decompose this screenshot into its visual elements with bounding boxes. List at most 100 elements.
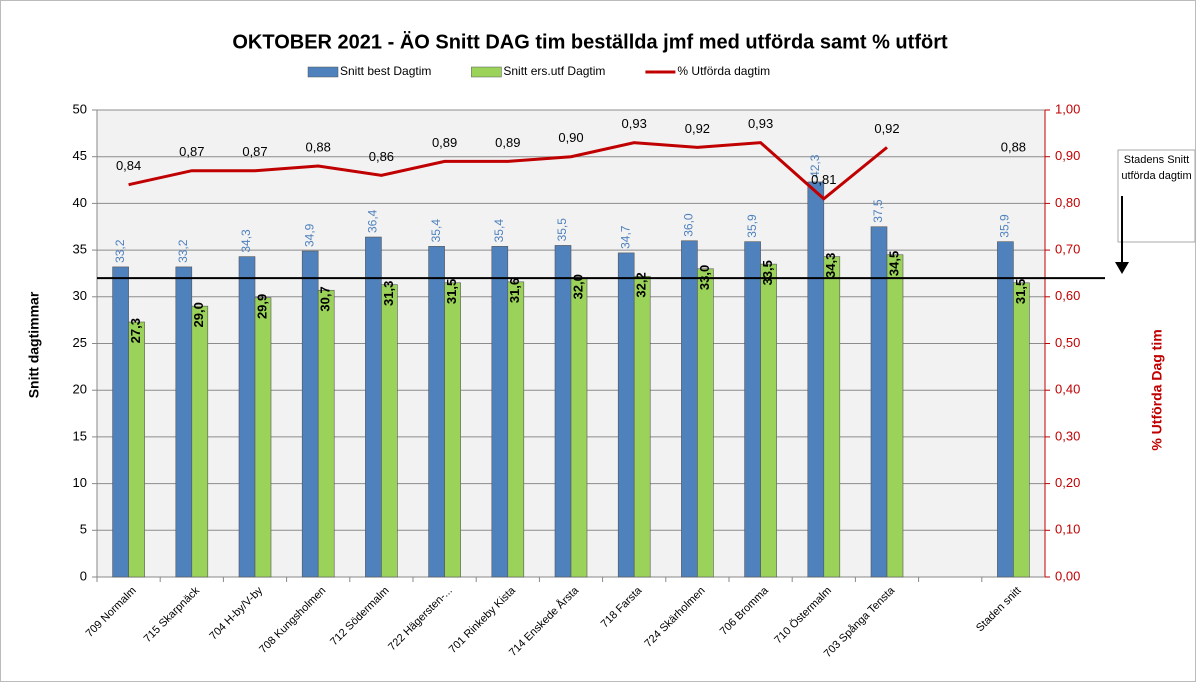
y-tick-label: 50 [73, 101, 87, 116]
bar-value-label: 35,9 [998, 214, 1012, 238]
legend-label: Snitt best Dagtim [340, 64, 431, 78]
legend-swatch [307, 66, 339, 78]
y2-tick-label: 0,30 [1055, 428, 1080, 443]
bar-value-label: 34,3 [239, 229, 253, 253]
bar [554, 245, 572, 578]
line-value-label: 0,89 [495, 135, 520, 150]
bar [870, 226, 888, 578]
bar [997, 241, 1014, 578]
bar-value-label: 33,2 [113, 239, 127, 263]
bar-value-label: 35,5 [555, 218, 569, 242]
y2-tick-label: 0,60 [1055, 288, 1080, 303]
bar [444, 282, 461, 578]
bar [697, 268, 714, 578]
line-value-label: 0,88 [1001, 139, 1026, 154]
bar [744, 241, 761, 578]
bar-value-label: 31,5 [444, 279, 459, 304]
y-tick-label: 15 [73, 428, 87, 443]
y-tick-label: 20 [73, 382, 87, 397]
bar [238, 256, 256, 578]
bar-value-label: 36,4 [366, 209, 380, 233]
y2-tick-label: 0,20 [1055, 475, 1080, 490]
bar-value-label: 34,5 [886, 251, 901, 276]
line-value-label: 0,87 [242, 144, 267, 159]
bar [823, 256, 841, 578]
y-tick-label: 30 [73, 288, 87, 303]
bar-value-label: 36,0 [682, 213, 696, 237]
bar [760, 263, 777, 578]
bar [428, 246, 445, 578]
bar [570, 277, 588, 578]
annotation-box [1117, 149, 1196, 243]
bar-value-label: 31,3 [381, 281, 396, 306]
y2-tick-label: 0,50 [1055, 335, 1080, 350]
bar-value-label: 37,5 [871, 199, 885, 223]
y-tick-label: 25 [73, 335, 87, 350]
y-tick-label: 40 [73, 195, 87, 210]
y-tick-label: 10 [73, 475, 87, 490]
bar-value-label: 42,3 [808, 154, 822, 178]
y-axis-label: Snitt dagtimmar [26, 291, 42, 398]
y2-tick-label: 0,40 [1055, 382, 1080, 397]
bar-value-label: 31,6 [507, 278, 522, 303]
bar-value-label: 29,0 [191, 302, 206, 327]
y-tick-label: 0 [80, 568, 87, 583]
annotation-holder: Stadens Snitt utförda dagtim [1121, 154, 1192, 182]
bar [617, 252, 635, 578]
y2-tick-label: 0,00 [1055, 568, 1080, 583]
bar [301, 250, 319, 578]
line-value-label: 0,92 [874, 121, 899, 136]
y2-tick-label: 0,70 [1055, 242, 1080, 257]
bar-value-label: 35,4 [492, 219, 506, 243]
bar-value-label: 32,0 [570, 274, 585, 299]
bar [365, 236, 382, 578]
line-value-label: 0,86 [369, 149, 394, 164]
bar [507, 281, 525, 578]
annotation: Stadens Snitt utförda dagtim [1121, 154, 1192, 182]
line-value-label: 0,93 [748, 116, 773, 131]
bar [317, 289, 335, 578]
bar [381, 284, 398, 578]
bar-value-label: 34,3 [823, 253, 838, 278]
bar [807, 181, 825, 578]
bar [191, 305, 209, 578]
bar-value-label: 31,5 [1013, 279, 1028, 304]
line-value-label: 0,90 [558, 130, 583, 145]
y2-tick-label: 0,10 [1055, 522, 1080, 537]
bar [175, 266, 193, 578]
line-value-label: 0,89 [432, 135, 457, 150]
bar-value-label: 34,7 [618, 225, 632, 249]
y-tick-label: 45 [73, 148, 87, 163]
chart-title: OKTOBER 2021 - ÄO Snitt DAG tim beställd… [232, 30, 948, 53]
bar-value-label: 34,9 [302, 223, 316, 247]
bar [128, 321, 145, 578]
bar-value-label: 32,2 [634, 272, 649, 297]
bar [633, 275, 651, 578]
legend-label: Snitt ers.utf Dagtim [503, 64, 605, 78]
line-value-label: 0,84 [116, 158, 141, 173]
legend-label: % Utförda dagtim [677, 64, 770, 78]
bar-value-label: 35,4 [429, 219, 443, 243]
legend-swatch [471, 66, 502, 78]
line-value-label: 0,87 [179, 144, 204, 159]
bar-value-label: 27,3 [128, 318, 143, 343]
line-value-label: 0,81 [811, 172, 836, 187]
y-tick-label: 35 [73, 242, 87, 257]
annotation-arrowhead [1115, 262, 1129, 274]
bar-value-label: 29,9 [254, 294, 269, 319]
y2-tick-label: 1,00 [1055, 101, 1080, 116]
bar-value-label: 35,9 [745, 214, 759, 238]
line-series [128, 141, 888, 201]
bar [1013, 282, 1030, 578]
bar [681, 240, 698, 578]
bar [254, 297, 272, 578]
line-value-label: 0,88 [306, 139, 331, 154]
y2-tick-label: 0,90 [1055, 148, 1080, 163]
y2-tick-label: 0,80 [1055, 195, 1080, 210]
y-tick-label: 5 [80, 522, 87, 537]
bar-value-label: 33,2 [176, 239, 190, 263]
bar [491, 246, 509, 578]
line-value-label: 0,93 [622, 116, 647, 131]
bar-value-label: 30,7 [318, 286, 333, 311]
